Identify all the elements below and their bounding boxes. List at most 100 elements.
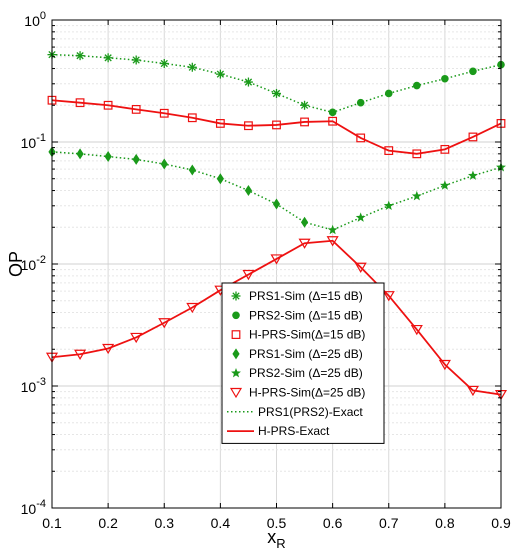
- diamond-point: [272, 198, 281, 210]
- asterisk-stroke: [132, 56, 140, 64]
- legend-marker: [232, 311, 240, 320]
- legend-label: PRS2-Sim (Δ=25 dB): [249, 366, 363, 380]
- h-prs-exact-line: [51, 239, 502, 396]
- diamond-point: [160, 158, 168, 170]
- square-point: [272, 120, 281, 130]
- asterisk-point: [103, 53, 113, 63]
- legend-entry: PRS1-Sim (Δ=15 dB): [231, 289, 363, 303]
- asterisk-stroke: [300, 101, 309, 109]
- dot-point: [356, 98, 365, 107]
- legend-label: H-PRS-Sim(Δ=15 dB): [249, 328, 365, 342]
- y-tick-label: 100: [24, 10, 46, 29]
- x-axis-label: xR: [267, 527, 285, 550]
- dot-point: [469, 67, 477, 76]
- asterisk-point: [243, 77, 253, 87]
- diamond-point: [244, 185, 253, 197]
- dot-point: [328, 108, 337, 117]
- legend-entry: H-PRS-Exact: [227, 424, 330, 438]
- legend-marker: [229, 387, 243, 399]
- star-point: [383, 200, 394, 210]
- asterisk-point: [300, 100, 310, 110]
- x-tick-label: 0.5: [267, 515, 287, 531]
- legend-label: PRS1-Sim (Δ=15 dB): [249, 289, 363, 303]
- square-point: [131, 105, 141, 114]
- y-tick-label: 10-3: [21, 376, 46, 395]
- asterisk-stroke: [244, 78, 253, 86]
- x-axis-label-subscript: R: [276, 536, 285, 550]
- diamond-point: [300, 216, 309, 228]
- asterisk-point: [187, 62, 197, 72]
- legend-label: PRS1-Sim (Δ=25 dB): [249, 347, 363, 361]
- legend-entry: PRS2-Sim (Δ=15 dB): [232, 308, 363, 322]
- legend-label: PRS1(PRS2)-Exact: [258, 405, 363, 419]
- series-star: [327, 162, 506, 235]
- triangle-down-point: [186, 302, 199, 314]
- triangle-down-point: [326, 236, 339, 247]
- legend-entry: PRS1-Sim (Δ=25 dB): [232, 347, 363, 361]
- square-point: [356, 133, 366, 143]
- square-point: [440, 144, 450, 154]
- square-point: [244, 121, 253, 131]
- h-prs-exact-line: [51, 99, 502, 155]
- legend-entry: H-PRS-Sim(Δ=15 dB): [231, 328, 365, 342]
- legend-marker: [232, 348, 240, 360]
- square-point: [384, 146, 394, 156]
- x-tick-label: 0.4: [211, 515, 231, 531]
- star-point: [355, 212, 366, 222]
- x-tick-label: 0.1: [42, 515, 62, 531]
- triangle-down-point: [298, 238, 311, 249]
- diamond-point: [188, 164, 196, 176]
- legend-label: H-PRS-Sim(Δ=25 dB): [249, 386, 365, 400]
- legend-entry: H-PRS-Sim(Δ=25 dB): [229, 386, 365, 400]
- square-point: [300, 117, 309, 127]
- triangle-down-point: [354, 262, 367, 273]
- square-point: [187, 113, 197, 123]
- x-tick-label: 0.7: [379, 515, 399, 531]
- axis-ticks: 0.1 0.2 0.3 0.4 0.5 0.6 0.7 0.8 0.9 10-4 10-3 10-2 1…: [21, 10, 511, 531]
- star-point: [411, 190, 422, 201]
- legend-label: H-PRS-Exact: [258, 424, 330, 438]
- dot-point: [384, 89, 393, 98]
- asterisk-point: [131, 55, 141, 65]
- square-point: [103, 100, 113, 110]
- triangle-down-point: [270, 254, 283, 265]
- asterisk-point: [215, 69, 225, 79]
- x-axis-label-main: x: [267, 527, 276, 547]
- y-tick-label: 10-2: [21, 254, 46, 273]
- asterisk-point: [75, 51, 85, 61]
- legend-entry: PRS1(PRS2)-Exact: [227, 405, 363, 419]
- y-tick-label: 10-4: [21, 498, 46, 517]
- star-point: [467, 170, 478, 180]
- asterisk-stroke: [76, 52, 84, 60]
- asterisk-stroke: [188, 63, 196, 71]
- square-point: [75, 98, 85, 108]
- y-axis-label: OP: [6, 251, 26, 277]
- asterisk-stroke: [216, 70, 225, 78]
- dot-point: [413, 81, 421, 90]
- square-point: [328, 116, 338, 126]
- x-tick-label: 0.8: [435, 515, 455, 531]
- legend-marker: [231, 291, 241, 301]
- series-triangle-down: [45, 236, 508, 401]
- triangle-down-point: [382, 291, 395, 302]
- square-point: [412, 149, 422, 159]
- asterisk-stroke: [160, 59, 168, 68]
- sim-markers: [45, 50, 508, 401]
- triangle-down-point: [410, 324, 423, 336]
- triangle-down-point: [158, 318, 171, 329]
- asterisk-stroke: [272, 89, 281, 98]
- triangle-down-point: [74, 349, 87, 360]
- legend-entry: PRS2-Sim (Δ=25 dB): [231, 366, 363, 380]
- diamond-point: [104, 151, 112, 163]
- dot-point: [441, 74, 449, 83]
- square-point: [468, 132, 478, 142]
- diamond-point: [76, 148, 84, 160]
- square-point: [159, 108, 169, 118]
- asterisk-point: [159, 58, 169, 68]
- x-tick-label: 0.6: [323, 515, 343, 531]
- legend-label: PRS2-Sim (Δ=15 dB): [249, 308, 363, 322]
- x-tick-label: 0.2: [98, 515, 118, 531]
- legend-marker: [231, 330, 241, 339]
- legend: PRS1-Sim (Δ=15 dB) PRS2-Sim (Δ=15 dB) H-PR…: [221, 282, 385, 444]
